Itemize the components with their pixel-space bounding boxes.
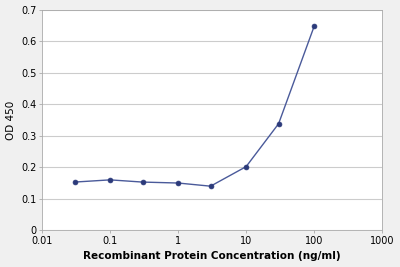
Y-axis label: OD 450: OD 450 bbox=[6, 100, 16, 140]
X-axis label: Recombinant Protein Concentration (ng/ml): Recombinant Protein Concentration (ng/ml… bbox=[83, 252, 341, 261]
